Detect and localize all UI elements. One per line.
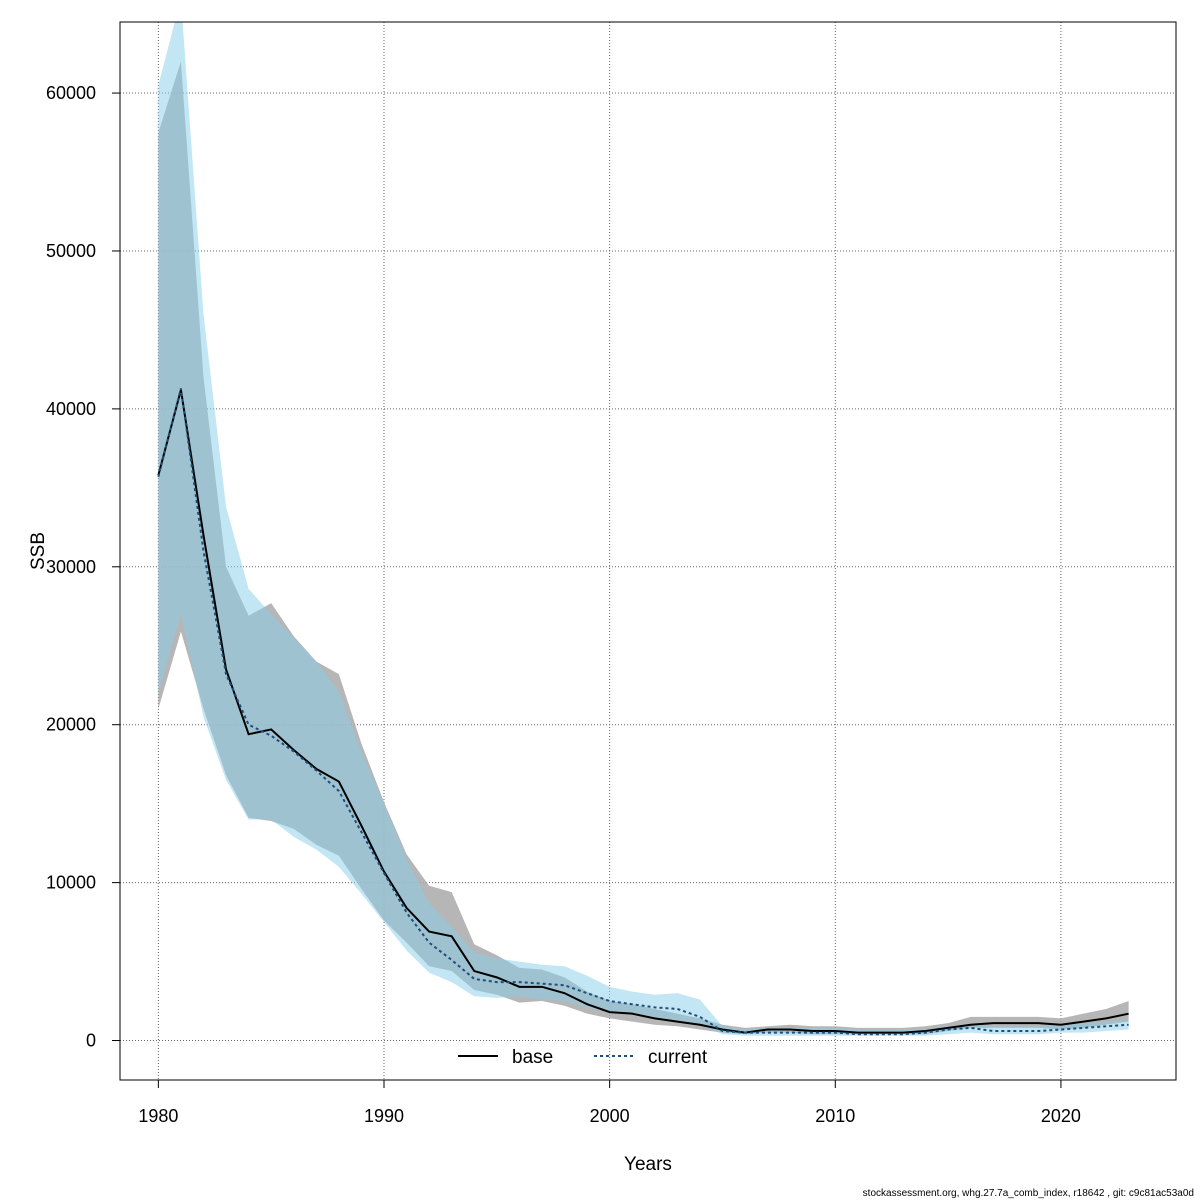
legend-label-base: base (512, 1047, 553, 1068)
series-line-base (157, 389, 1129, 1034)
series-lines (157, 388, 1129, 1036)
y-tick-label-30000: 30000 (46, 557, 96, 577)
y-tick-label-20000: 20000 (46, 715, 96, 735)
band-current (158, 22, 1129, 1036)
plot-frame (119, 21, 1177, 1081)
y-tick-label-50000: 50000 (46, 241, 96, 261)
y-axis-title: SSB (28, 532, 49, 570)
x-tick-label-1980: 1980 (138, 1106, 178, 1126)
band-base (158, 61, 1129, 1035)
y-tick-label-40000: 40000 (46, 399, 96, 419)
y-axis: 0 10000 20000 30000 40000 50000 60000 (46, 83, 121, 1051)
x-tick-label-2010: 2010 (815, 1106, 855, 1126)
y-tick-label-60000: 60000 (46, 83, 96, 103)
x-axis-title: Years (624, 1154, 672, 1175)
footer-credit: stockassessment.org, whg.27.7a_comb_inde… (863, 1188, 1194, 1199)
x-tick-label-2020: 2020 (1041, 1106, 1081, 1126)
legend: base current (458, 1047, 708, 1068)
x-tick-label-1990: 1990 (364, 1106, 404, 1126)
series-line-current (157, 388, 1129, 1036)
x-tick-label-2000: 2000 (590, 1106, 630, 1126)
y-tick-label-10000: 10000 (46, 873, 96, 893)
y-tick-label-0: 0 (86, 1031, 96, 1051)
confidence-bands (158, 22, 1129, 1036)
legend-label-current: current (648, 1047, 708, 1068)
grid (120, 22, 1176, 1080)
x-axis: 1980 1990 2000 2010 2020 (138, 1079, 1081, 1126)
